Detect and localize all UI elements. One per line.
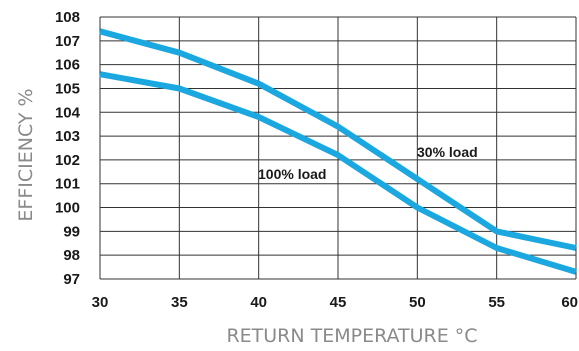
y-tick-label: 104	[55, 104, 81, 121]
series-label-100-load: 100% load	[258, 166, 326, 182]
y-tick-label: 101	[55, 176, 80, 193]
series-lines	[99, 28, 577, 275]
x-axis-title: RETURN TEMPERATURE °C	[226, 325, 477, 347]
x-tick-label: 55	[488, 294, 505, 311]
y-tick-label: 105	[55, 80, 80, 97]
y-tick-label: 98	[63, 247, 80, 264]
y-tick-label: 100	[55, 200, 80, 217]
x-tick-label: 50	[409, 294, 426, 311]
y-tick-label: 107	[55, 33, 80, 50]
series-label-30-load: 30% load	[417, 144, 478, 160]
y-tick-label: 102	[55, 152, 80, 169]
x-tick-label: 40	[250, 294, 267, 311]
x-tick-label: 30	[92, 294, 109, 311]
x-tick-label: 35	[171, 294, 188, 311]
grid	[99, 16, 577, 280]
x-tick-label: 60	[561, 294, 578, 311]
y-tick-labels: 97 98 99 100 101 102 103 104 105 106 107 108	[55, 9, 81, 288]
series-line-100-load	[99, 71, 577, 275]
y-axis-title: EFFICIENCY %	[15, 88, 37, 221]
y-tick-label: 99	[63, 223, 80, 240]
y-tick-label: 97	[63, 271, 80, 288]
y-tick-label: 108	[55, 9, 80, 26]
x-tick-label: 45	[330, 294, 347, 311]
y-tick-label: 103	[55, 128, 80, 145]
x-tick-labels: 30 35 40 45 50 55 60	[92, 294, 578, 311]
series-line-30-load	[99, 28, 577, 251]
y-tick-label: 106	[55, 57, 80, 74]
